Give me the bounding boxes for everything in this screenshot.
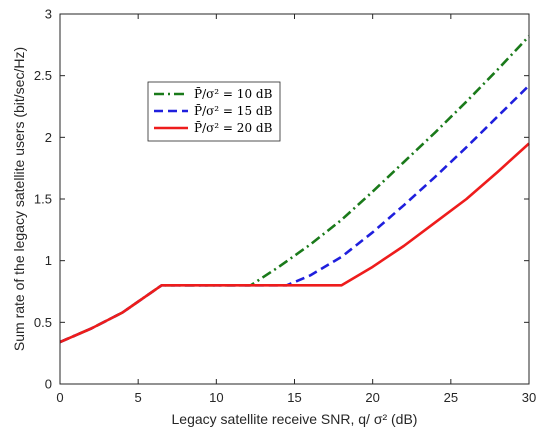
plot-frame (59, 13, 530, 385)
y-tick-label: 3 (45, 7, 52, 22)
x-tick-label: 30 (522, 390, 536, 405)
legend-entry-1: P̄/σ² = 10 dB (194, 86, 273, 101)
x-tick-label: 20 (365, 390, 379, 405)
y-tick-label: 2.5 (34, 68, 52, 83)
x-tick-label: 0 (56, 390, 63, 405)
y-tick-label: 1.5 (34, 192, 52, 207)
legend-entry-3: P̄/σ² = 20 dB (194, 120, 273, 135)
axis-ticks: 0 5 10 15 20 25 30 0 0.5 1 1.5 2 2.5 3 (34, 7, 536, 406)
legend-entry-2: P̄/σ² = 15 dB (194, 103, 273, 118)
y-tick-label: 0 (45, 377, 52, 392)
x-tick-label: 15 (287, 390, 301, 405)
series-line-1 (59, 35, 530, 344)
y-tick-label: 2 (45, 130, 52, 145)
legend: P̄/σ² = 10 dB P̄/σ² = 15 dB P̄/σ² = 20 dB (147, 81, 281, 142)
series-line-3 (59, 142, 530, 344)
y-tick-label: 1 (45, 253, 52, 268)
series-layer (59, 35, 530, 344)
y-tick-label: 0.5 (34, 315, 52, 330)
x-tick-label: 25 (444, 390, 458, 405)
x-tick-label: 10 (209, 390, 223, 405)
y-axis-label: Sum rate of the legacy satellite users (… (11, 47, 27, 351)
x-axis-label: Legacy satellite receive SNR, q/ σ² (dB) (172, 411, 418, 427)
series-line-2 (59, 84, 530, 344)
x-tick-label: 5 (135, 390, 142, 405)
